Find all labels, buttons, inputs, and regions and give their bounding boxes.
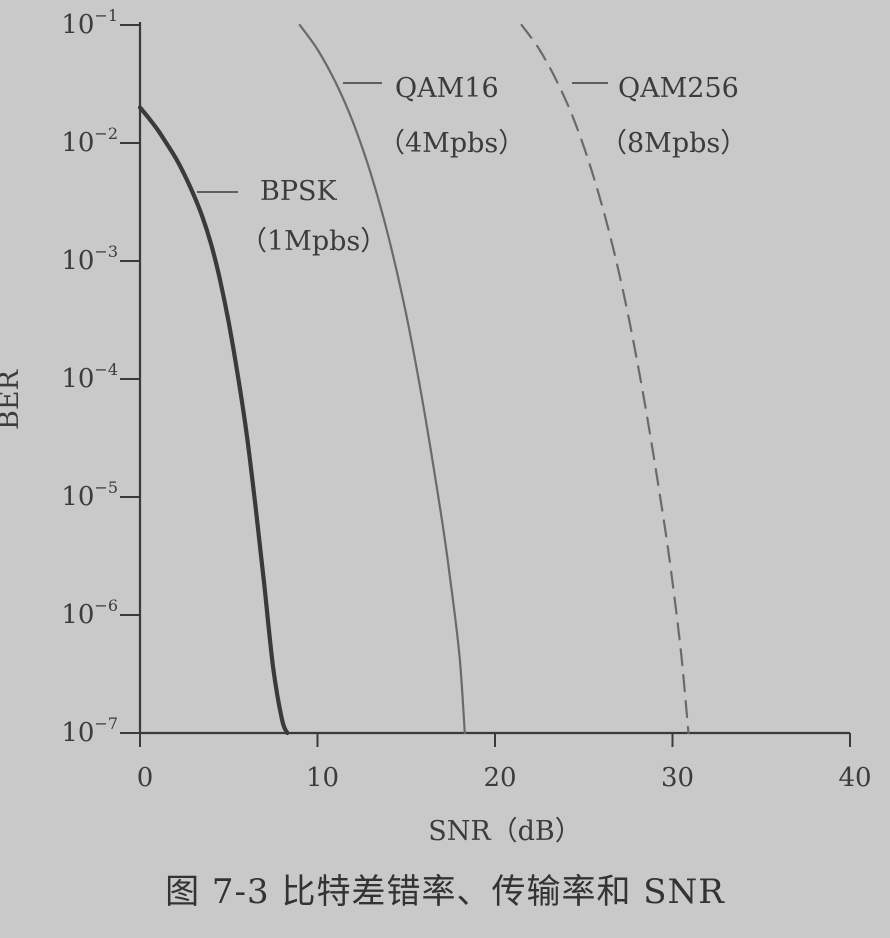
series-name-bpsk: BPSK [260, 176, 338, 207]
y-tick-label: 10−1 [61, 6, 118, 40]
series-labels: BPSK （1Mpbs） QAM16 （4Mpbs） QAM256 （8Mpbs） [197, 73, 747, 257]
y-tick-label: 10−2 [61, 124, 118, 158]
x-axis-title: SNR（dB） [428, 816, 582, 847]
y-tick-base: 10 [61, 364, 94, 394]
y-tick-base: 10 [61, 10, 94, 40]
series-line-qam16 [298, 23, 466, 735]
y-tick-label: 10−6 [61, 596, 118, 630]
y-tick-exponent: −3 [94, 242, 118, 261]
series-line-qam256 [520, 23, 690, 735]
series-line-bpsk [137, 105, 290, 736]
y-tick-label: 10−3 [61, 242, 118, 276]
series-rate-qam256: （8Mpbs） [600, 128, 747, 159]
y-tick-base: 10 [61, 718, 94, 748]
y-tick-base: 10 [61, 600, 94, 630]
y-tick-exponent: −5 [94, 478, 118, 497]
y-tick-label: 10−7 [61, 714, 118, 748]
y-tick-base: 10 [61, 128, 94, 158]
x-ticks: 0 10 20 30 40 [137, 733, 872, 793]
y-tick-exponent: −7 [94, 714, 118, 733]
x-tick-label: 40 [838, 763, 871, 793]
x-tick-label: 0 [137, 763, 154, 793]
y-tick-exponent: −1 [94, 6, 118, 25]
y-tick-exponent: −2 [94, 124, 118, 143]
y-ticks: 10−110−210−310−410−510−610−7 [61, 6, 140, 748]
figure-caption: 图 7-3 比特差错率、传输率和 SNR [165, 872, 725, 912]
y-tick-label: 10−4 [61, 360, 118, 394]
x-tick-label: 10 [306, 763, 339, 793]
y-tick-base: 10 [61, 246, 94, 276]
y-tick-exponent: −6 [94, 596, 118, 615]
y-axis-title: BER [0, 369, 25, 430]
series-lines [137, 23, 690, 736]
x-tick-label: 30 [661, 763, 694, 793]
y-tick-exponent: −4 [94, 360, 118, 379]
series-rate-bpsk: （1Mpbs） [240, 226, 387, 257]
series-name-qam256: QAM256 [618, 73, 739, 104]
series-name-qam16: QAM16 [395, 73, 499, 104]
series-rate-qam16: （4Mpbs） [378, 128, 525, 159]
y-tick-base: 10 [61, 482, 94, 512]
x-tick-label: 20 [483, 763, 516, 793]
y-tick-label: 10−5 [61, 478, 118, 512]
